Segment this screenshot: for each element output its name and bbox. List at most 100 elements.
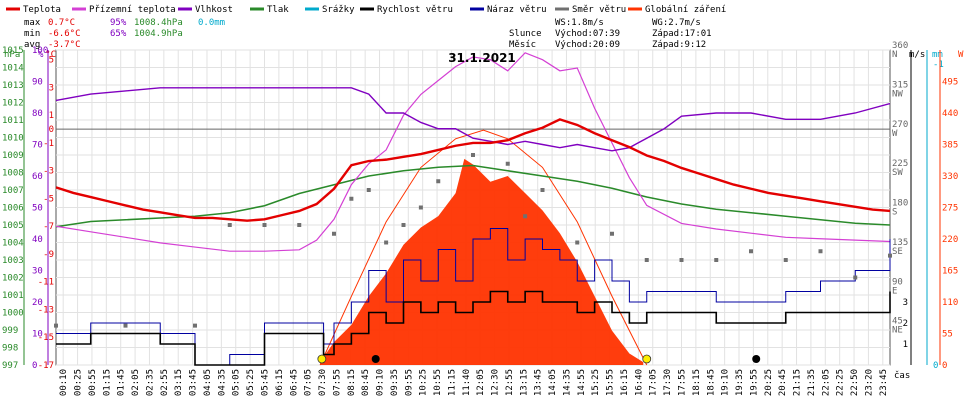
hum-axis-unit: % [38, 50, 44, 60]
wind-dir-point [644, 258, 649, 262]
wind-dir-point [714, 258, 719, 262]
x-tick-label: 17:55 [678, 369, 688, 396]
x-tick-label: 02:05 [131, 369, 141, 396]
x-tick-label: 08:45 [361, 369, 371, 396]
wind-dir-point [297, 223, 302, 227]
ms-tick-label: 1 [903, 340, 908, 350]
dir-tick-deg: 180 [892, 199, 908, 209]
sun-rise-text: Východ:07:39 [555, 29, 620, 39]
temperature-line [55, 118, 891, 222]
x-tick-label: 22:50 [850, 369, 860, 396]
stats-value: avg [24, 40, 40, 50]
x-tick-label: 20:45 [778, 369, 788, 396]
ms-tick-label: 2 [903, 319, 908, 329]
x-tick-label: 12:30 [491, 369, 501, 396]
moon-rise-text: Východ:20:09 [555, 40, 620, 50]
wind-dir-point [349, 196, 354, 201]
x-tick-label: 07:55 [332, 369, 342, 396]
w-tick-label: 495 [942, 78, 958, 88]
hpa-tick-label: 1012 [2, 99, 24, 109]
x-tick-label: 04:35 [217, 369, 227, 396]
hpa-tick-label: 1009 [2, 151, 24, 161]
stats-value: 95% [110, 18, 127, 28]
x-tick-label: 00:25 [74, 369, 84, 396]
hpa-tick-label: 1015 [2, 46, 24, 56]
wind-dir-point [540, 188, 545, 192]
stats-value: -3.7°C [48, 40, 81, 50]
dir-tick-label: E [892, 286, 897, 296]
hum-tick-label: 10 [32, 330, 43, 340]
x-tick-label: 07:05 [304, 369, 314, 396]
hpa-tick-label: 997 [2, 361, 18, 371]
w-tick-label: 385 [942, 141, 958, 151]
hum-tick-label: 0 [32, 361, 37, 371]
x-tick-label: 11:40 [462, 369, 472, 396]
moon-label: Měsíc [509, 40, 536, 50]
hpa-tick-label: 1008 [2, 169, 24, 179]
wind-dir-point [818, 249, 823, 254]
wind-dir-point [193, 323, 197, 328]
x-tick-label: 00:55 [88, 369, 98, 396]
dir-tick-label: W [892, 129, 898, 139]
legend-label: Přízemní teplota [89, 5, 176, 15]
wind-dir-point [262, 223, 267, 227]
x-tick-label: 15:55 [606, 369, 616, 396]
x-tick-label: 10:25 [419, 369, 429, 396]
dir-tick-label: S [892, 208, 897, 218]
temp-tick-label: 3 [49, 83, 54, 93]
x-tick-label: 12:55 [505, 369, 515, 396]
hum-tick-label: 90 [32, 78, 43, 88]
x-tick-label: 03:45 [189, 369, 199, 396]
temp-tick-label: -9 [43, 250, 54, 260]
wind-dir-point [853, 275, 858, 280]
x-tick-label: 19:35 [735, 369, 745, 396]
ms-tick-label: 3 [903, 298, 908, 308]
x-axis-unit: čas [894, 370, 910, 381]
hpa-tick-label: 1011 [2, 116, 24, 126]
x-tick-label: 14:05 [548, 369, 558, 396]
pressure-line [55, 164, 891, 228]
hpa-tick-label: 1005 [2, 221, 24, 231]
sun-label: Slunce [509, 29, 542, 39]
wind-dir-point [401, 223, 406, 227]
dir-tick-deg: 45 [892, 317, 903, 327]
stats-value: -6.6°C [48, 29, 81, 39]
wind-dir-point [471, 153, 475, 157]
humidity-line [55, 87, 891, 152]
stats-value: 0.0mm [198, 18, 225, 28]
legend-label: Teplota [23, 5, 61, 15]
temp-tick-label: -13 [38, 305, 54, 315]
wind-speed-line [56, 290, 891, 366]
x-tick-label: 13:45 [534, 369, 544, 396]
x-tick-label: 12:05 [476, 369, 486, 396]
dir-tick-label: NW [892, 89, 903, 99]
dir-tick-label: SW [892, 168, 903, 178]
hpa-tick-label: 1013 [2, 81, 24, 91]
wind-wg-text: WG:2.7m/s [652, 18, 701, 28]
stats-value: 0.7°C [48, 18, 75, 28]
wind-dir-point [366, 188, 371, 192]
x-tick-label: 21:35 [807, 369, 817, 396]
ms-axis-unit: m/s [909, 50, 925, 60]
w-tick-label: 0 [942, 361, 947, 371]
x-tick-label: 06:15 [275, 369, 285, 396]
w-tick-label: 220 [942, 235, 958, 245]
x-tick-label: 17:05 [649, 369, 659, 396]
x-tick-label: 11:15 [447, 369, 457, 396]
temp-tick-label: -17 [38, 361, 54, 371]
x-tick-label: 10:55 [433, 369, 443, 396]
dir-tick-deg: 225 [892, 159, 908, 169]
x-tick-label: 14:55 [577, 369, 587, 396]
x-tick-label: 02:35 [145, 369, 155, 396]
mm-tick-label: -1 [933, 60, 944, 70]
dir-tick-deg: 270 [892, 120, 908, 130]
wind-dir-point [783, 258, 788, 262]
hum-tick-label: 100 [32, 46, 48, 56]
legend-label: Náraz větru [487, 5, 547, 15]
x-tick-label: 00:10 [59, 369, 69, 396]
wind-dir-point [332, 231, 336, 236]
hpa-tick-label: 1014 [2, 64, 24, 74]
hum-tick-label: 60 [32, 172, 43, 182]
stats-value: 65% [110, 29, 127, 39]
